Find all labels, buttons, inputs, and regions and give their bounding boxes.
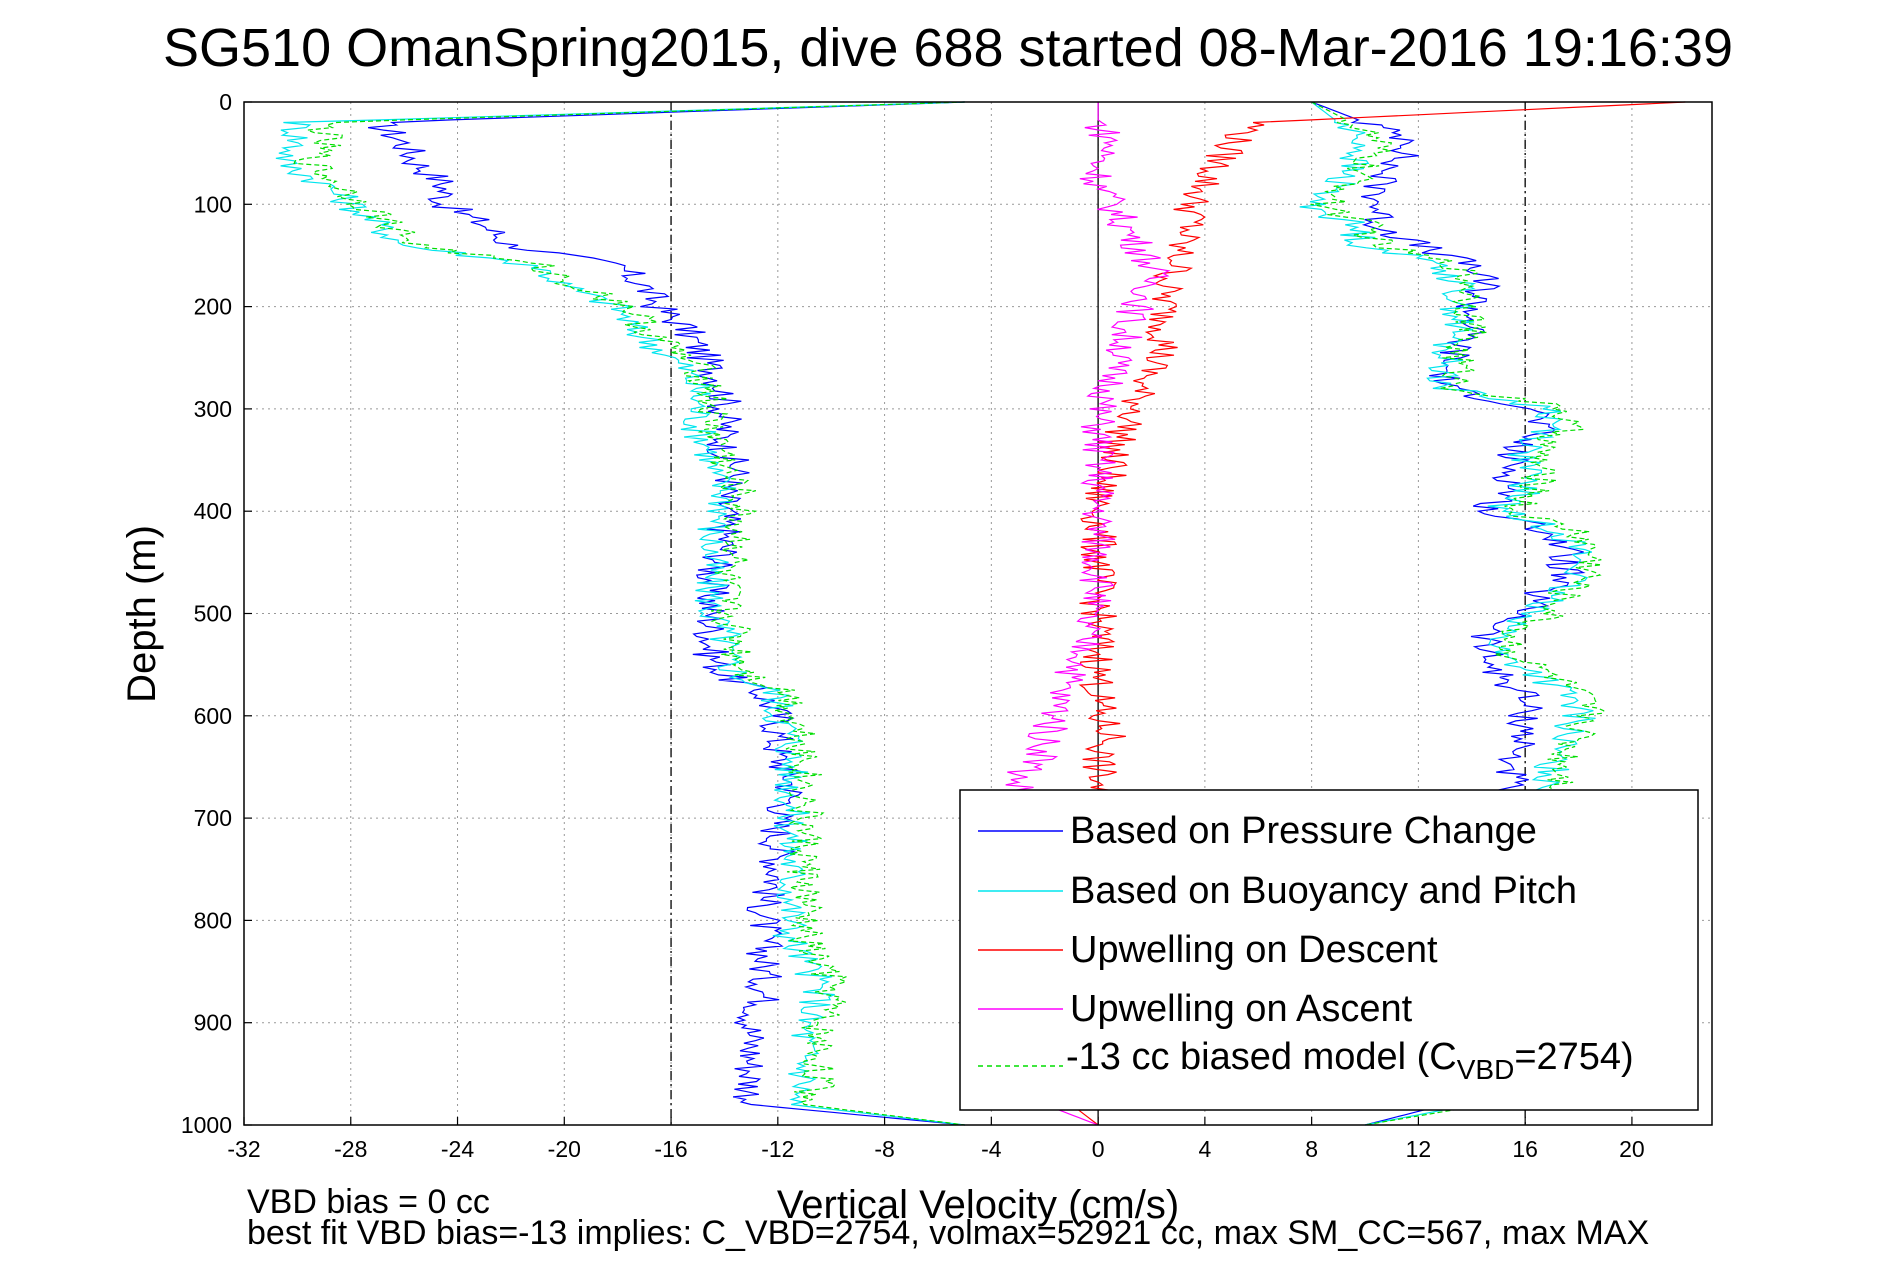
y-tick-label: 800 (194, 907, 232, 933)
legend-label-biased-suffix: =2754) (1514, 1036, 1633, 1078)
y-tick-label: 0 (219, 89, 232, 115)
series-line-descent (275, 101, 965, 1126)
legend: Based on Pressure Change Based on Buoyan… (959, 789, 1699, 1111)
y-ticks: 0 100 200 300 400 500 600 700 800 900 1000 (181, 89, 252, 1138)
x-tick-label: -12 (761, 1136, 794, 1162)
y-tick-label: 100 (194, 191, 232, 217)
x-tick-label: -8 (874, 1136, 894, 1162)
y-tick-label: 600 (194, 703, 232, 729)
legend-label-upwelling-ascent: Upwelling on Ascent (1070, 988, 1413, 1030)
x-tick-label: -28 (334, 1136, 367, 1162)
x-tick-label: 12 (1406, 1136, 1432, 1162)
x-tick-label: -24 (441, 1136, 474, 1162)
x-tick-label: 0 (1092, 1136, 1105, 1162)
x-tick-label: 20 (1619, 1136, 1645, 1162)
y-tick-label: 1000 (181, 1112, 232, 1138)
y-tick-label: 700 (194, 805, 232, 831)
legend-label-biased-sub: VBD (1457, 1054, 1515, 1085)
y-tick-label: 900 (194, 1010, 232, 1036)
legend-label-pressure: Based on Pressure Change (1070, 810, 1537, 852)
y-tick-label: 200 (194, 294, 232, 320)
y-axis-label: Depth (m) (120, 525, 164, 703)
legend-box (959, 789, 1699, 1111)
x-axis-label: Vertical Velocity (cm/s) (777, 1183, 1179, 1227)
legend-label-buoyancy: Based on Buoyancy and Pitch (1070, 870, 1577, 912)
legend-label-biased-model: -13 cc biased model (CVBD=2754) (1066, 1036, 1634, 1085)
x-tick-label: -4 (981, 1136, 1002, 1162)
y-tick-label: 300 (194, 396, 232, 422)
x-ticks: -32 -28 -24 -20 -16 -12 -8 -4 0 4 8 12 16 20 (227, 1117, 1645, 1162)
x-tick-label: -16 (654, 1136, 687, 1162)
series-line-descent (368, 101, 965, 1126)
x-tick-label: 8 (1305, 1136, 1318, 1162)
chart-title: SG510 OmanSpring2015, dive 688 started 0… (163, 18, 1733, 78)
legend-label-biased-prefix: -13 cc biased model (C (1066, 1036, 1457, 1078)
y-tick-label: 400 (194, 498, 232, 524)
x-tick-label: -32 (227, 1136, 260, 1162)
x-tick-label: 16 (1512, 1136, 1538, 1162)
x-tick-label: 4 (1198, 1136, 1211, 1162)
y-tick-label: 500 (194, 601, 232, 627)
annotation-vbd-bias: VBD bias = 0 cc (247, 1183, 490, 1221)
series-4 (293, 101, 1605, 1126)
series-line-descent (293, 101, 965, 1126)
legend-label-upwelling-descent: Upwelling on Descent (1070, 929, 1438, 971)
annotation-best-fit: best fit VBD bias=-13 implies: C_VBD=275… (247, 1214, 1649, 1252)
x-tick-label: -20 (548, 1136, 581, 1162)
